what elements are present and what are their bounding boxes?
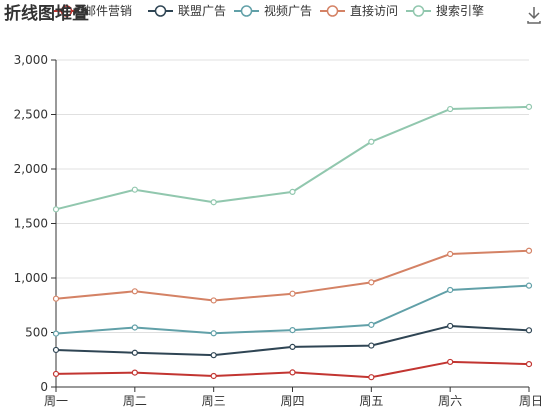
data-point[interactable] — [525, 103, 533, 110]
data-point[interactable] — [52, 346, 60, 354]
y-tick-label: 0 — [40, 380, 48, 394]
data-point[interactable] — [447, 358, 454, 366]
legend-marker-icon — [154, 5, 167, 17]
x-tick-label: 周二 — [123, 394, 147, 408]
legend-label: 联盟广告 — [178, 4, 226, 18]
legend-item[interactable]: 联盟广告 — [148, 4, 226, 18]
grid — [56, 59, 529, 333]
data-point[interactable] — [210, 199, 217, 206]
x-tick-label: 周六 — [438, 394, 462, 408]
data-point[interactable] — [368, 374, 375, 381]
data-point[interactable] — [447, 250, 454, 258]
data-point[interactable] — [447, 322, 454, 330]
data-point[interactable] — [289, 343, 296, 350]
y-tick-label: 500 — [25, 326, 48, 340]
legend-label: 视频广告 — [264, 3, 312, 18]
data-point[interactable] — [525, 361, 533, 368]
data-point[interactable] — [289, 290, 296, 297]
series-3 — [52, 247, 533, 304]
data-point[interactable] — [131, 186, 138, 193]
x-tick-label: 周日 — [519, 394, 543, 408]
data-point[interactable] — [52, 206, 60, 213]
legend-marker-icon — [412, 5, 425, 17]
data-point[interactable] — [368, 321, 375, 328]
series-1 — [52, 322, 533, 359]
legend-marker-icon — [240, 5, 253, 17]
data-point[interactable] — [525, 282, 533, 289]
data-point[interactable] — [368, 279, 375, 286]
data-point[interactable] — [447, 105, 454, 113]
data-point[interactable] — [368, 342, 375, 349]
data-point[interactable] — [525, 247, 533, 254]
x-tick-label: 周三 — [202, 394, 226, 408]
data-point[interactable] — [131, 324, 138, 331]
legend-item[interactable]: 直接访问 — [320, 3, 398, 18]
legend-marker-icon — [326, 5, 339, 17]
download-icon[interactable] — [527, 7, 541, 24]
legend-item[interactable]: 视频广告 — [234, 3, 312, 18]
data-point[interactable] — [210, 372, 217, 380]
series-0 — [52, 358, 533, 381]
data-point[interactable] — [289, 327, 296, 334]
series-2 — [52, 282, 533, 337]
x-tick-label: 周一 — [44, 394, 68, 408]
data-point[interactable] — [289, 369, 296, 376]
data-point[interactable] — [210, 352, 217, 359]
data-point[interactable] — [52, 295, 60, 302]
data-point[interactable] — [131, 369, 138, 376]
chart-title: 折线图堆叠 — [4, 3, 89, 24]
y-tick-label: 3,000 — [14, 53, 48, 67]
data-point[interactable] — [52, 330, 60, 337]
legend-item[interactable]: 搜索引擎 — [406, 3, 484, 18]
series-4 — [52, 103, 533, 213]
data-point[interactable] — [210, 297, 217, 304]
legend-label: 直接访问 — [350, 3, 398, 18]
data-point[interactable] — [368, 138, 375, 145]
data-point[interactable] — [289, 188, 296, 195]
y-tick-label: 1,500 — [14, 217, 48, 231]
data-point[interactable] — [447, 286, 454, 294]
legend[interactable]: 邮件营销 联盟广告 视频广告 直接访问 搜索引擎 — [54, 3, 484, 18]
axes: 0 500 1,000 1,500 2,000 2,500 3,000 周一 周二 周三 周四 周五 周… — [14, 53, 543, 408]
y-tick-label: 1,000 — [14, 271, 48, 285]
legend-item[interactable]: 邮件营销 — [54, 4, 132, 18]
x-tick-label: 周四 — [280, 394, 304, 408]
data-point[interactable] — [52, 370, 60, 378]
data-point[interactable] — [525, 327, 533, 334]
data-point[interactable] — [131, 349, 138, 356]
data-point[interactable] — [131, 288, 138, 295]
series-layer — [52, 103, 533, 381]
y-tick-label: 2,000 — [14, 162, 48, 176]
legend-label: 搜索引擎 — [436, 3, 484, 18]
data-point[interactable] — [210, 330, 217, 337]
legend-label: 邮件营销 — [84, 4, 132, 18]
legend-marker-icon — [60, 5, 73, 17]
x-tick-label: 周五 — [359, 394, 383, 408]
y-tick-label: 2,500 — [14, 108, 48, 122]
